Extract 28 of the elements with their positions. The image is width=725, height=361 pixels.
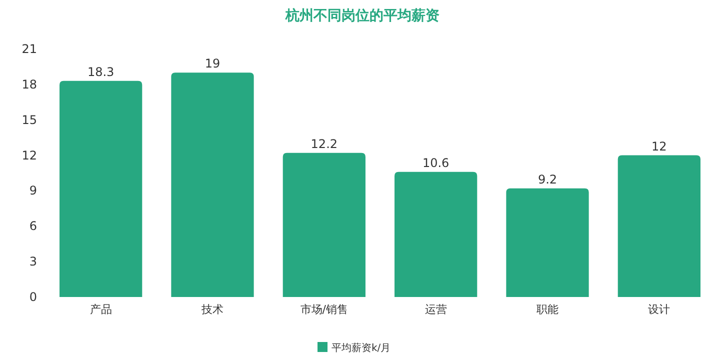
bar [618,155,700,297]
bar [394,172,478,297]
data-label: 19 [204,56,220,71]
data-label: 12 [652,139,667,154]
data-label: 12.2 [310,136,338,151]
data-label: 9.2 [538,172,558,186]
data-label: 10.6 [422,156,450,170]
data-label: 18.3 [87,64,114,79]
y-tick-label: 6 [29,219,37,234]
x-tick-label: 产品 [90,303,112,316]
y-tick-label: 9 [29,184,37,198]
y-tick-label: 21 [22,42,37,56]
bar [506,188,589,297]
chart-title: 杭州不同岗位的平均薪资 [284,7,440,24]
y-tick-label: 15 [22,112,37,127]
x-tick-label: 技术 [200,303,224,316]
bar [60,80,142,297]
bar [282,152,366,297]
y-tick-label: 0 [29,290,37,304]
legend-label: 平均薪资k/月 [332,342,391,354]
y-tick-label: 18 [22,77,37,92]
x-tick-label: 职能 [536,303,558,316]
bar [171,72,254,297]
y-tick-label: 3 [29,254,37,269]
y-tick-label: 12 [22,148,37,162]
x-tick-label: 运营 [424,303,447,316]
x-tick-label: 市场/销售 [300,303,348,316]
x-tick-label: 设计 [648,303,670,316]
